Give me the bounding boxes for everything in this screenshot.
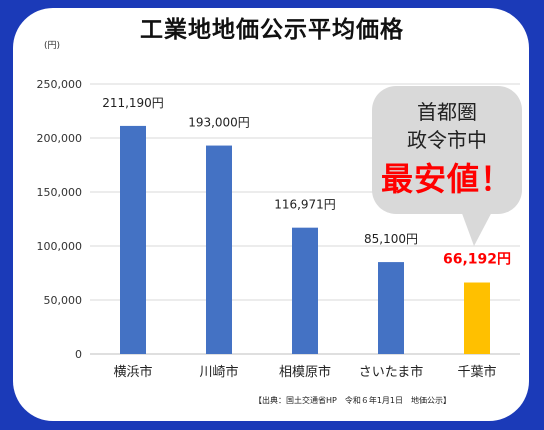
source-note: 【出典：国土交通省HP 令和６年1月1日 地価公示】 bbox=[254, 396, 452, 405]
bar-2 bbox=[206, 145, 232, 354]
callout-tail bbox=[460, 208, 494, 246]
chart-card bbox=[13, 8, 529, 421]
data-label-4: 85,100円 bbox=[364, 232, 418, 246]
data-label-1: 211,190円 bbox=[102, 96, 164, 110]
y-tick-label: 200,000 bbox=[37, 132, 83, 145]
bar-5 bbox=[464, 282, 490, 354]
chart-title: 工業地地価公示平均価格 bbox=[140, 17, 404, 43]
bar-1 bbox=[120, 125, 146, 355]
bar-4 bbox=[378, 262, 404, 354]
x-tick-label: 千葉市 bbox=[457, 364, 496, 380]
callout-bubble: 首都圏 政令市中 最安値！ bbox=[372, 86, 522, 246]
y-tick-label: 100,000 bbox=[37, 240, 83, 253]
x-tick-label: 横浜市 bbox=[113, 364, 152, 380]
data-label-2: 193,000円 bbox=[188, 116, 250, 130]
x-tick-label: さいたま市 bbox=[359, 364, 424, 380]
y-tick-label: 150,000 bbox=[37, 186, 83, 199]
x-tick-label: 川崎市 bbox=[199, 364, 238, 380]
callout-line-3: 最安値！ bbox=[380, 160, 513, 198]
callout-line-2: 政令市中 bbox=[407, 128, 487, 152]
data-label-5: 66,192円 bbox=[443, 252, 511, 268]
y-axis-unit: (円) bbox=[44, 41, 61, 51]
y-tick-label: 0 bbox=[75, 348, 82, 361]
y-tick-label: 50,000 bbox=[44, 294, 83, 307]
x-tick-label: 相模原市 bbox=[279, 364, 331, 380]
callout-body bbox=[372, 86, 522, 214]
bar-3 bbox=[292, 227, 318, 354]
data-label-3: 116,971円 bbox=[274, 198, 336, 212]
y-tick-label: 250,000 bbox=[37, 78, 83, 91]
callout-line-1: 首都圏 bbox=[417, 100, 477, 124]
